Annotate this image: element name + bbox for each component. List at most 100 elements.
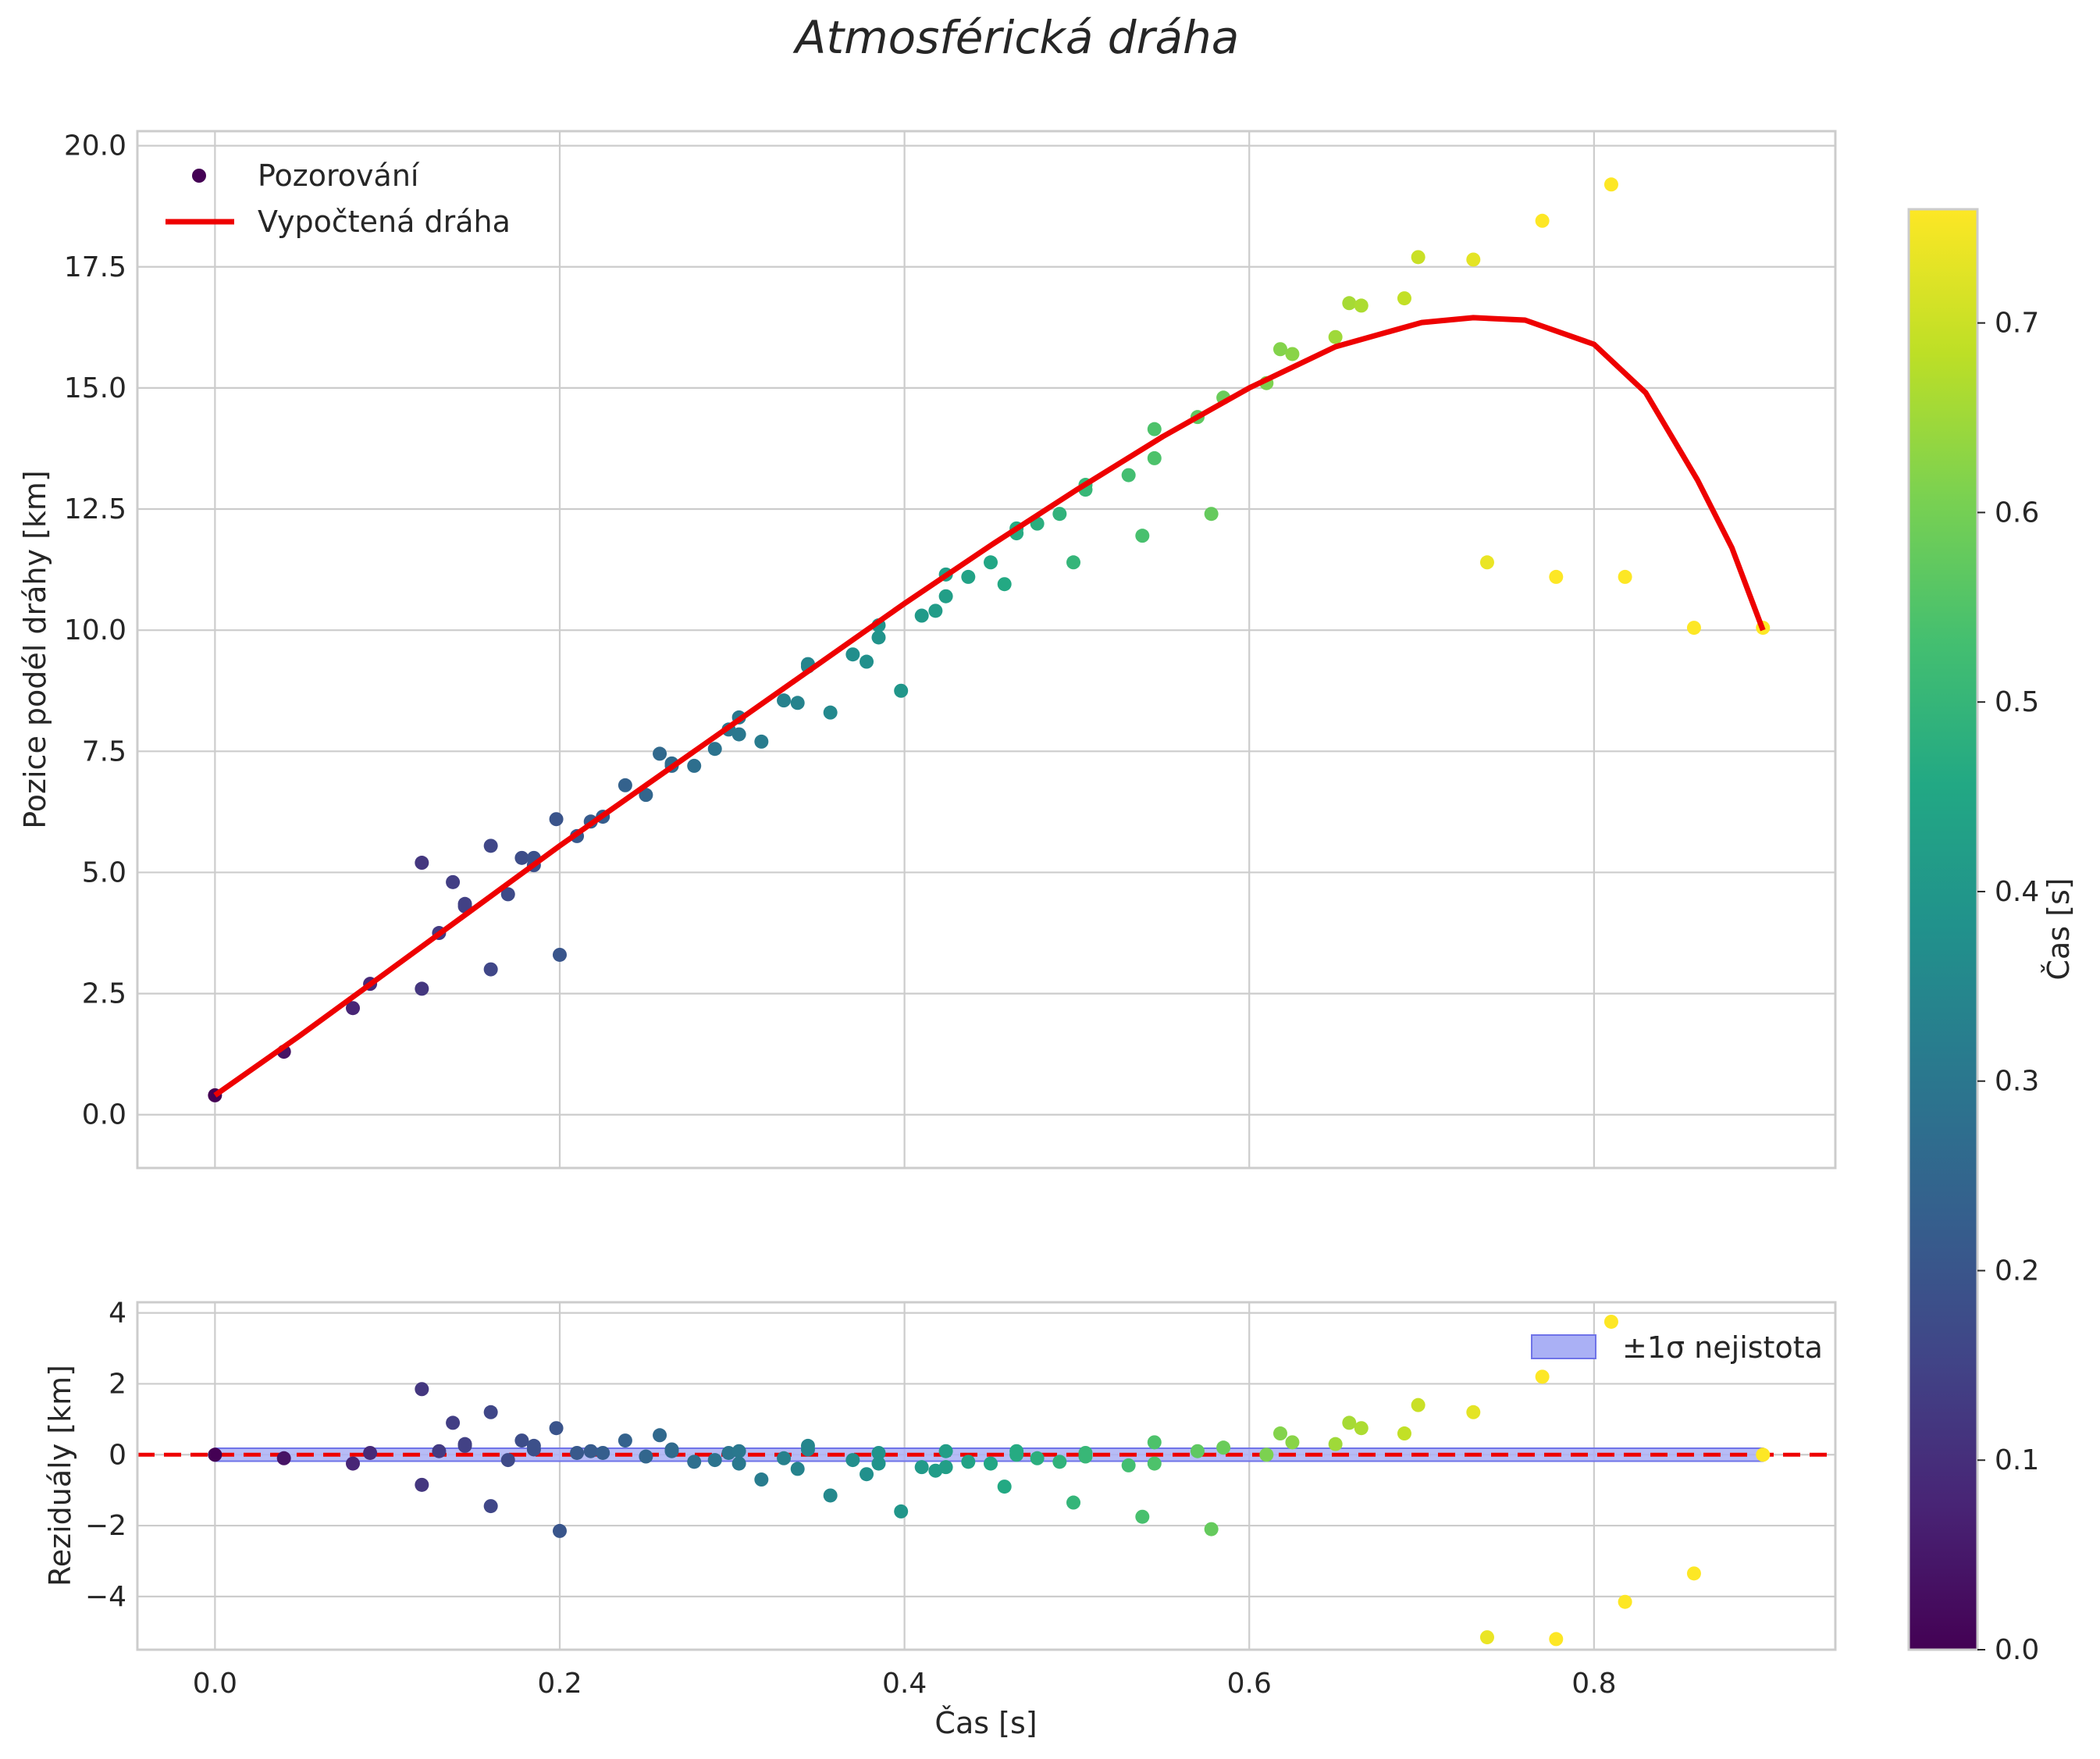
residual-point	[583, 1444, 598, 1458]
x-tick-label: 0.6	[1227, 1668, 1272, 1700]
observation-point	[754, 734, 769, 749]
observation-point	[618, 778, 632, 792]
x-tick-label: 0.8	[1571, 1668, 1616, 1700]
main-y-tick-label: 10.0	[64, 614, 126, 646]
residual-point	[446, 1415, 461, 1430]
residual-point	[1259, 1447, 1274, 1462]
main-y-tick-label: 0.0	[82, 1099, 126, 1131]
main-y-tick-label: 17.5	[64, 251, 126, 283]
colorbar-ticks: 0.0 0.1 0.2 0.3 0.4 0.5 0.6 0.7	[1977, 308, 2039, 1666]
residual-point	[1411, 1398, 1426, 1412]
legend-label-fit: Vypočtená dráha	[258, 205, 511, 239]
observation-point	[871, 630, 886, 645]
observation-point	[514, 850, 529, 865]
residual-point	[1535, 1369, 1550, 1384]
main-y-tick-label: 20.0	[64, 130, 126, 162]
residual-point	[552, 1523, 567, 1538]
residual-point	[1756, 1447, 1771, 1462]
legend-marker-uncertainty	[1531, 1334, 1596, 1359]
observation-point	[894, 683, 909, 698]
observation-point	[1618, 569, 1632, 584]
residual-point	[1686, 1566, 1701, 1581]
colorbar-tick-label: 0.6	[1995, 497, 2039, 529]
residual-point	[1618, 1594, 1632, 1609]
residual-point	[346, 1456, 361, 1471]
residual-point	[731, 1456, 746, 1471]
residual-plot-frame	[136, 1301, 1837, 1651]
observation-point	[823, 705, 838, 720]
colorbar-tick-label: 0.3	[1995, 1066, 2039, 1098]
residual-point	[721, 1445, 736, 1460]
observation-point	[914, 608, 929, 623]
observation-point	[1549, 569, 1564, 584]
residual-point	[1342, 1415, 1357, 1430]
observation-point	[639, 788, 653, 803]
observation-point	[483, 962, 498, 977]
residual-y-tick-label: 4	[109, 1298, 126, 1330]
observation-point	[845, 647, 860, 662]
observation-point	[653, 746, 667, 761]
residual-point	[570, 1445, 585, 1460]
x-tick-label: 0.4	[882, 1668, 927, 1700]
residual-point	[754, 1472, 769, 1487]
residual-y-tick-label: 0	[109, 1439, 126, 1471]
colorbar-tick-label: 0.2	[1995, 1255, 2039, 1287]
observation-point	[549, 812, 564, 827]
residual-point	[938, 1444, 953, 1458]
observation-point	[1535, 213, 1550, 228]
observation-point	[346, 1001, 361, 1016]
observation-point	[1147, 422, 1162, 436]
residual-point	[1549, 1632, 1564, 1647]
x-ticks: 0.0 0.2 0.4 0.6 0.8	[193, 1668, 1617, 1700]
residual-point	[1204, 1522, 1219, 1536]
observation-point	[1397, 291, 1411, 306]
residual-point	[823, 1488, 838, 1503]
main-y-tick-label: 2.5	[82, 978, 126, 1010]
main-y-axis-label: Pozice podél dráhy [km]	[18, 470, 52, 829]
legend-marker-observations	[192, 169, 206, 183]
residual-point	[483, 1405, 498, 1419]
main-y-tick-label: 7.5	[82, 735, 126, 767]
main-legend: Pozorování Vypočtená dráha	[166, 158, 511, 239]
legend-label-uncertainty: ±1σ nejistota	[1622, 1330, 1823, 1365]
residual-point	[1272, 1426, 1287, 1441]
residual-y-ticks: −4 −2 0 2 4	[85, 1298, 126, 1613]
residual-point	[415, 1382, 429, 1397]
observation-point	[731, 727, 746, 742]
residual-point	[1328, 1437, 1343, 1451]
residual-point	[894, 1504, 909, 1519]
residual-point	[596, 1445, 610, 1460]
residual-point	[1190, 1444, 1205, 1458]
residual-y-tick-label: 2	[109, 1368, 126, 1400]
observation-point	[707, 742, 722, 757]
residual-point	[500, 1453, 515, 1468]
residual-point	[687, 1455, 702, 1469]
x-axis-label: Čas [s]	[934, 1706, 1037, 1740]
observation-point	[1121, 468, 1136, 482]
observation-point	[1272, 342, 1287, 357]
colorbar-tick-label: 0.5	[1995, 686, 2039, 718]
observation-point	[500, 887, 515, 902]
residual-point	[432, 1444, 447, 1458]
observation-point	[1479, 555, 1494, 570]
residual-point	[1479, 1630, 1494, 1645]
legend-label-observations: Pozorování	[258, 158, 420, 193]
residual-point	[938, 1460, 953, 1475]
colorbar-tick-label: 0.4	[1995, 876, 2039, 908]
residual-point	[1147, 1456, 1162, 1471]
residual-point	[1135, 1509, 1150, 1524]
residual-plot-panel: −4 −2 0 2 4 0.0 0.2 0.4 0.6 0.8 Reziduály [km] Č…	[43, 1298, 1837, 1740]
residual-point	[1354, 1421, 1369, 1436]
residual-point	[1030, 1451, 1045, 1465]
observation-point	[997, 577, 1012, 592]
residual-point	[790, 1462, 805, 1476]
observation-point	[938, 589, 953, 604]
main-grid	[137, 131, 1835, 1168]
residual-y-tick-label: −4	[85, 1581, 126, 1613]
observation-point	[1135, 529, 1150, 543]
residual-point	[639, 1449, 653, 1464]
observation-point	[1354, 298, 1369, 313]
residual-point	[845, 1453, 860, 1468]
residual-point	[777, 1451, 792, 1465]
colorbar-tick-label: 0.1	[1995, 1444, 2039, 1476]
